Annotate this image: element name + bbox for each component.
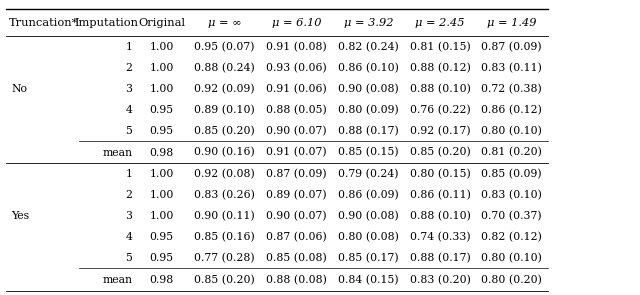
Text: 0.87 (0.09): 0.87 (0.09): [481, 42, 542, 52]
Text: 0.85 (0.09): 0.85 (0.09): [481, 169, 542, 179]
Text: 0.88 (0.12): 0.88 (0.12): [410, 63, 470, 73]
Text: 1.00: 1.00: [150, 42, 174, 52]
Text: 4: 4: [125, 232, 132, 242]
Text: 0.88 (0.17): 0.88 (0.17): [410, 253, 470, 263]
Text: 0.90 (0.16): 0.90 (0.16): [194, 148, 255, 158]
Text: 0.88 (0.08): 0.88 (0.08): [266, 275, 327, 285]
Text: 0.93 (0.06): 0.93 (0.06): [266, 63, 327, 73]
Text: 0.95: 0.95: [150, 126, 173, 136]
Text: 0.95 (0.07): 0.95 (0.07): [194, 42, 255, 52]
Text: 0.86 (0.12): 0.86 (0.12): [481, 105, 542, 115]
Text: 0.72 (0.38): 0.72 (0.38): [481, 84, 542, 94]
Text: 0.91 (0.07): 0.91 (0.07): [266, 148, 327, 158]
Text: μ = 6.10: μ = 6.10: [272, 18, 321, 28]
Text: mean: mean: [102, 275, 132, 285]
Text: 0.89 (0.10): 0.89 (0.10): [194, 105, 255, 115]
Text: 0.79 (0.24): 0.79 (0.24): [339, 169, 399, 179]
Text: 0.83 (0.26): 0.83 (0.26): [194, 190, 255, 200]
Text: 0.86 (0.09): 0.86 (0.09): [338, 190, 399, 200]
Text: 5: 5: [125, 253, 132, 263]
Text: 0.80 (0.09): 0.80 (0.09): [338, 105, 399, 115]
Text: 0.82 (0.12): 0.82 (0.12): [481, 232, 542, 242]
Text: 0.76 (0.22): 0.76 (0.22): [410, 105, 470, 115]
Text: 0.95: 0.95: [150, 253, 173, 263]
Text: 0.91 (0.08): 0.91 (0.08): [266, 42, 327, 52]
Text: 1.00: 1.00: [150, 84, 174, 94]
Text: 0.70 (0.37): 0.70 (0.37): [481, 211, 542, 221]
Text: 0.98: 0.98: [150, 275, 173, 285]
Text: mean: mean: [102, 148, 132, 158]
Text: 0.95: 0.95: [150, 105, 173, 115]
Text: 0.81 (0.20): 0.81 (0.20): [481, 148, 542, 158]
Text: 0.81 (0.15): 0.81 (0.15): [410, 42, 470, 52]
Text: 1: 1: [125, 42, 132, 52]
Text: 1.00: 1.00: [150, 169, 174, 179]
Text: 0.90 (0.11): 0.90 (0.11): [194, 211, 255, 221]
Text: 0.88 (0.10): 0.88 (0.10): [410, 84, 470, 94]
Text: Truncation*: Truncation*: [9, 18, 78, 28]
Text: 0.92 (0.17): 0.92 (0.17): [410, 126, 470, 136]
Text: 1.00: 1.00: [150, 211, 174, 221]
Text: 0.92 (0.09): 0.92 (0.09): [194, 84, 255, 94]
Text: 0.74 (0.33): 0.74 (0.33): [410, 232, 470, 242]
Text: 2: 2: [125, 63, 132, 73]
Text: μ = ∞: μ = ∞: [207, 18, 241, 28]
Text: 0.77 (0.28): 0.77 (0.28): [194, 253, 255, 263]
Text: 0.88 (0.24): 0.88 (0.24): [194, 63, 255, 73]
Text: Yes: Yes: [12, 211, 29, 221]
Text: 5: 5: [125, 126, 132, 136]
Text: 0.90 (0.08): 0.90 (0.08): [338, 84, 399, 94]
Text: 0.80 (0.08): 0.80 (0.08): [338, 232, 399, 242]
Text: 0.86 (0.11): 0.86 (0.11): [410, 190, 470, 200]
Text: 4: 4: [125, 105, 132, 115]
Text: 2: 2: [125, 190, 132, 200]
Text: 0.83 (0.20): 0.83 (0.20): [410, 275, 470, 285]
Text: 0.80 (0.10): 0.80 (0.10): [481, 126, 542, 136]
Text: 0.80 (0.20): 0.80 (0.20): [481, 275, 542, 285]
Text: 0.91 (0.06): 0.91 (0.06): [266, 84, 327, 94]
Text: 0.83 (0.10): 0.83 (0.10): [481, 190, 542, 200]
Text: 0.85 (0.15): 0.85 (0.15): [339, 148, 399, 158]
Text: 1.00: 1.00: [150, 190, 174, 200]
Text: 0.87 (0.06): 0.87 (0.06): [266, 232, 327, 242]
Text: 0.82 (0.24): 0.82 (0.24): [338, 42, 399, 52]
Text: 0.85 (0.20): 0.85 (0.20): [194, 126, 255, 136]
Text: No: No: [12, 84, 28, 94]
Text: 3: 3: [125, 84, 132, 94]
Text: 0.80 (0.15): 0.80 (0.15): [410, 169, 470, 179]
Text: 0.98: 0.98: [150, 148, 173, 158]
Text: 1: 1: [125, 169, 132, 179]
Text: 0.85 (0.20): 0.85 (0.20): [194, 275, 255, 285]
Text: μ = 3.92: μ = 3.92: [344, 18, 394, 28]
Text: 0.80 (0.10): 0.80 (0.10): [481, 253, 542, 263]
Text: 1.00: 1.00: [150, 63, 174, 73]
Text: 0.89 (0.07): 0.89 (0.07): [266, 190, 327, 200]
Text: 0.86 (0.10): 0.86 (0.10): [338, 63, 399, 73]
Text: 0.88 (0.17): 0.88 (0.17): [338, 126, 399, 136]
Text: 0.90 (0.08): 0.90 (0.08): [338, 211, 399, 221]
Text: μ = 1.49: μ = 1.49: [487, 18, 536, 28]
Text: 0.90 (0.07): 0.90 (0.07): [266, 211, 327, 221]
Text: 0.92 (0.08): 0.92 (0.08): [194, 169, 255, 179]
Text: Original: Original: [138, 18, 185, 28]
Text: 0.90 (0.07): 0.90 (0.07): [266, 126, 327, 136]
Text: 0.85 (0.17): 0.85 (0.17): [339, 253, 399, 263]
Text: 0.83 (0.11): 0.83 (0.11): [481, 63, 542, 73]
Text: Imputation: Imputation: [75, 18, 139, 28]
Text: 0.88 (0.05): 0.88 (0.05): [266, 105, 327, 115]
Text: 0.87 (0.09): 0.87 (0.09): [266, 169, 327, 179]
Text: 3: 3: [125, 211, 132, 221]
Text: 0.95: 0.95: [150, 232, 173, 242]
Text: 0.85 (0.08): 0.85 (0.08): [266, 253, 327, 263]
Text: 0.88 (0.10): 0.88 (0.10): [410, 211, 470, 221]
Text: 0.84 (0.15): 0.84 (0.15): [339, 275, 399, 285]
Text: μ = 2.45: μ = 2.45: [415, 18, 465, 28]
Text: 0.85 (0.20): 0.85 (0.20): [410, 148, 470, 158]
Text: 0.85 (0.16): 0.85 (0.16): [194, 232, 255, 242]
